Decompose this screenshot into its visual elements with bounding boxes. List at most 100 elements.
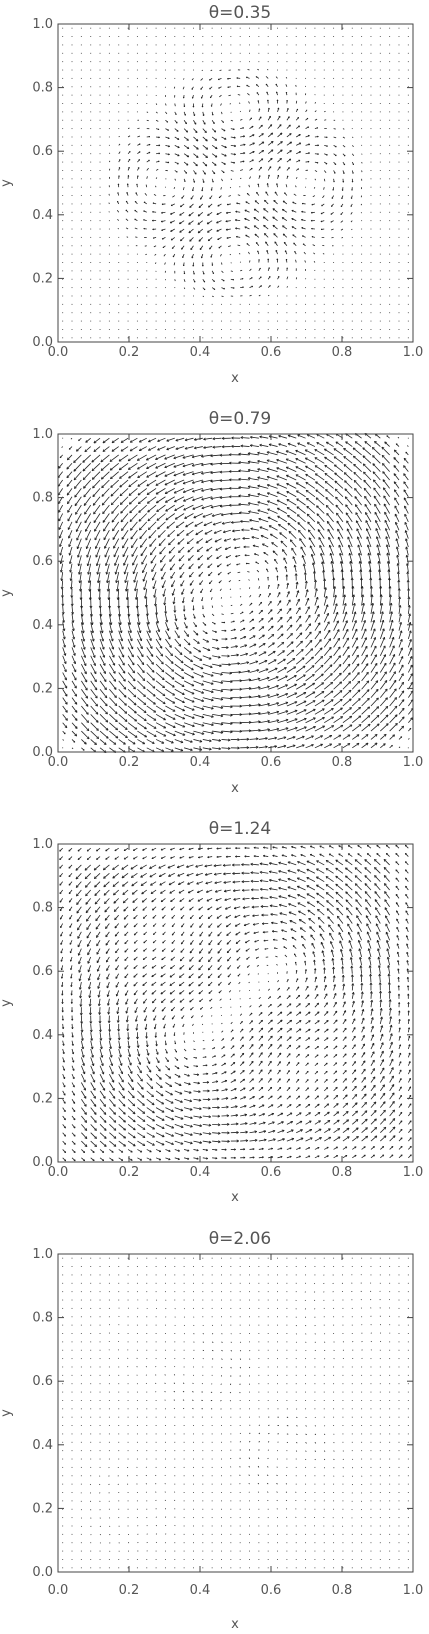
vector-dot <box>389 245 391 247</box>
vector-arrow <box>216 220 222 224</box>
vector-arrow <box>134 580 138 592</box>
vector-arrowhead <box>286 108 289 110</box>
vector-arrowhead <box>225 145 227 148</box>
vector-dot <box>99 44 101 46</box>
vector-arrow <box>162 588 166 597</box>
vector-arrow <box>248 184 250 188</box>
vector-arrowhead <box>78 572 81 575</box>
vector-arrow <box>257 578 260 581</box>
vector-dot <box>342 27 344 29</box>
vector-arrow <box>253 217 260 221</box>
vector-arrow <box>221 713 233 716</box>
vector-dot <box>323 36 325 38</box>
vector-arrowhead <box>219 480 223 482</box>
vector-dot <box>230 328 232 330</box>
vector-arrowhead <box>124 580 128 583</box>
vector-arrowhead <box>154 726 157 729</box>
vector-dot <box>239 36 241 38</box>
vector-arrow <box>139 529 148 540</box>
vector-arrowhead <box>231 437 234 440</box>
vector-arrowhead <box>243 143 246 145</box>
vector-arrow <box>266 476 278 481</box>
vector-dot <box>193 36 194 38</box>
vector-dot <box>164 295 166 297</box>
vector-arrowhead <box>144 702 147 705</box>
vector-dot <box>398 253 400 255</box>
vector-arrow <box>155 613 159 624</box>
vector-arrow <box>174 622 179 630</box>
vector-arrow <box>109 714 118 723</box>
vector-arrow <box>216 211 222 215</box>
vector-arrow <box>112 530 120 540</box>
vector-dot <box>379 270 381 272</box>
vector-dot <box>193 295 194 297</box>
vector-dot <box>99 245 101 247</box>
vector-arrow <box>264 560 269 564</box>
vector-dot <box>193 69 194 71</box>
vector-dot <box>127 61 129 63</box>
vector-dot <box>277 61 278 63</box>
vector-arrowhead <box>83 630 85 634</box>
vector-arrowhead <box>228 479 232 482</box>
vector-arrowhead <box>209 656 212 660</box>
vector-dot <box>136 44 138 46</box>
vector-arrowhead <box>122 546 125 549</box>
vector-arrowhead <box>290 633 293 635</box>
vector-dot <box>342 69 344 71</box>
vector-arrow <box>179 563 185 570</box>
vector-arrow <box>268 745 277 749</box>
vector-dot <box>379 211 381 213</box>
vector-arrowhead <box>257 501 260 504</box>
vector-arrow <box>109 160 111 163</box>
vector-arrow <box>146 167 149 171</box>
vector-dot <box>118 69 120 71</box>
vector-arrowhead <box>80 597 83 600</box>
vector-arrow <box>277 158 282 163</box>
vector-dot <box>249 44 250 46</box>
vector-arrowhead <box>119 494 123 497</box>
vector-arrow <box>193 638 200 644</box>
vector-arrowhead <box>182 601 185 604</box>
vector-arrow <box>165 655 174 664</box>
vector-arrow <box>180 580 185 587</box>
vector-arrow <box>183 153 189 158</box>
vector-arrow <box>183 145 190 149</box>
vector-arrow <box>286 286 288 288</box>
vector-dot <box>80 312 82 314</box>
vector-arrow <box>212 672 223 675</box>
vector-dot <box>379 186 381 188</box>
vector-dot <box>239 320 241 322</box>
vector-dot <box>239 588 241 590</box>
vector-arrow <box>222 521 231 525</box>
vector-arrowhead <box>114 563 117 566</box>
vector-arrowhead <box>103 529 106 532</box>
vector-dot <box>146 86 148 88</box>
vector-arrow <box>272 208 278 213</box>
vector-arrow <box>125 218 129 221</box>
vector-arrowhead <box>192 732 195 735</box>
vector-arrow <box>260 535 269 539</box>
vector-arrowhead <box>110 614 112 617</box>
vector-arrow <box>118 655 125 666</box>
vector-arrowhead <box>101 495 105 497</box>
vector-arrow <box>196 538 204 544</box>
vector-dot <box>323 295 325 297</box>
vector-dot <box>351 77 353 79</box>
vector-arrow <box>68 538 73 547</box>
vector-dot <box>80 27 82 29</box>
vector-dot <box>221 328 222 330</box>
vector-arrowhead <box>187 146 190 149</box>
vector-dot <box>379 278 381 280</box>
vector-dot <box>108 136 110 138</box>
vector-dot <box>127 303 129 305</box>
vector-arrow <box>277 684 288 690</box>
y-tick-label: 0.6 <box>32 144 53 159</box>
vector-arrow <box>286 683 297 690</box>
vector-arrowhead <box>286 99 288 102</box>
vector-dot <box>370 328 372 330</box>
vector-arrowhead <box>301 219 303 221</box>
vector-arrow <box>118 688 127 698</box>
vector-arrow <box>267 634 275 640</box>
vector-arrow <box>256 569 260 573</box>
vector-arrowhead <box>258 518 261 521</box>
